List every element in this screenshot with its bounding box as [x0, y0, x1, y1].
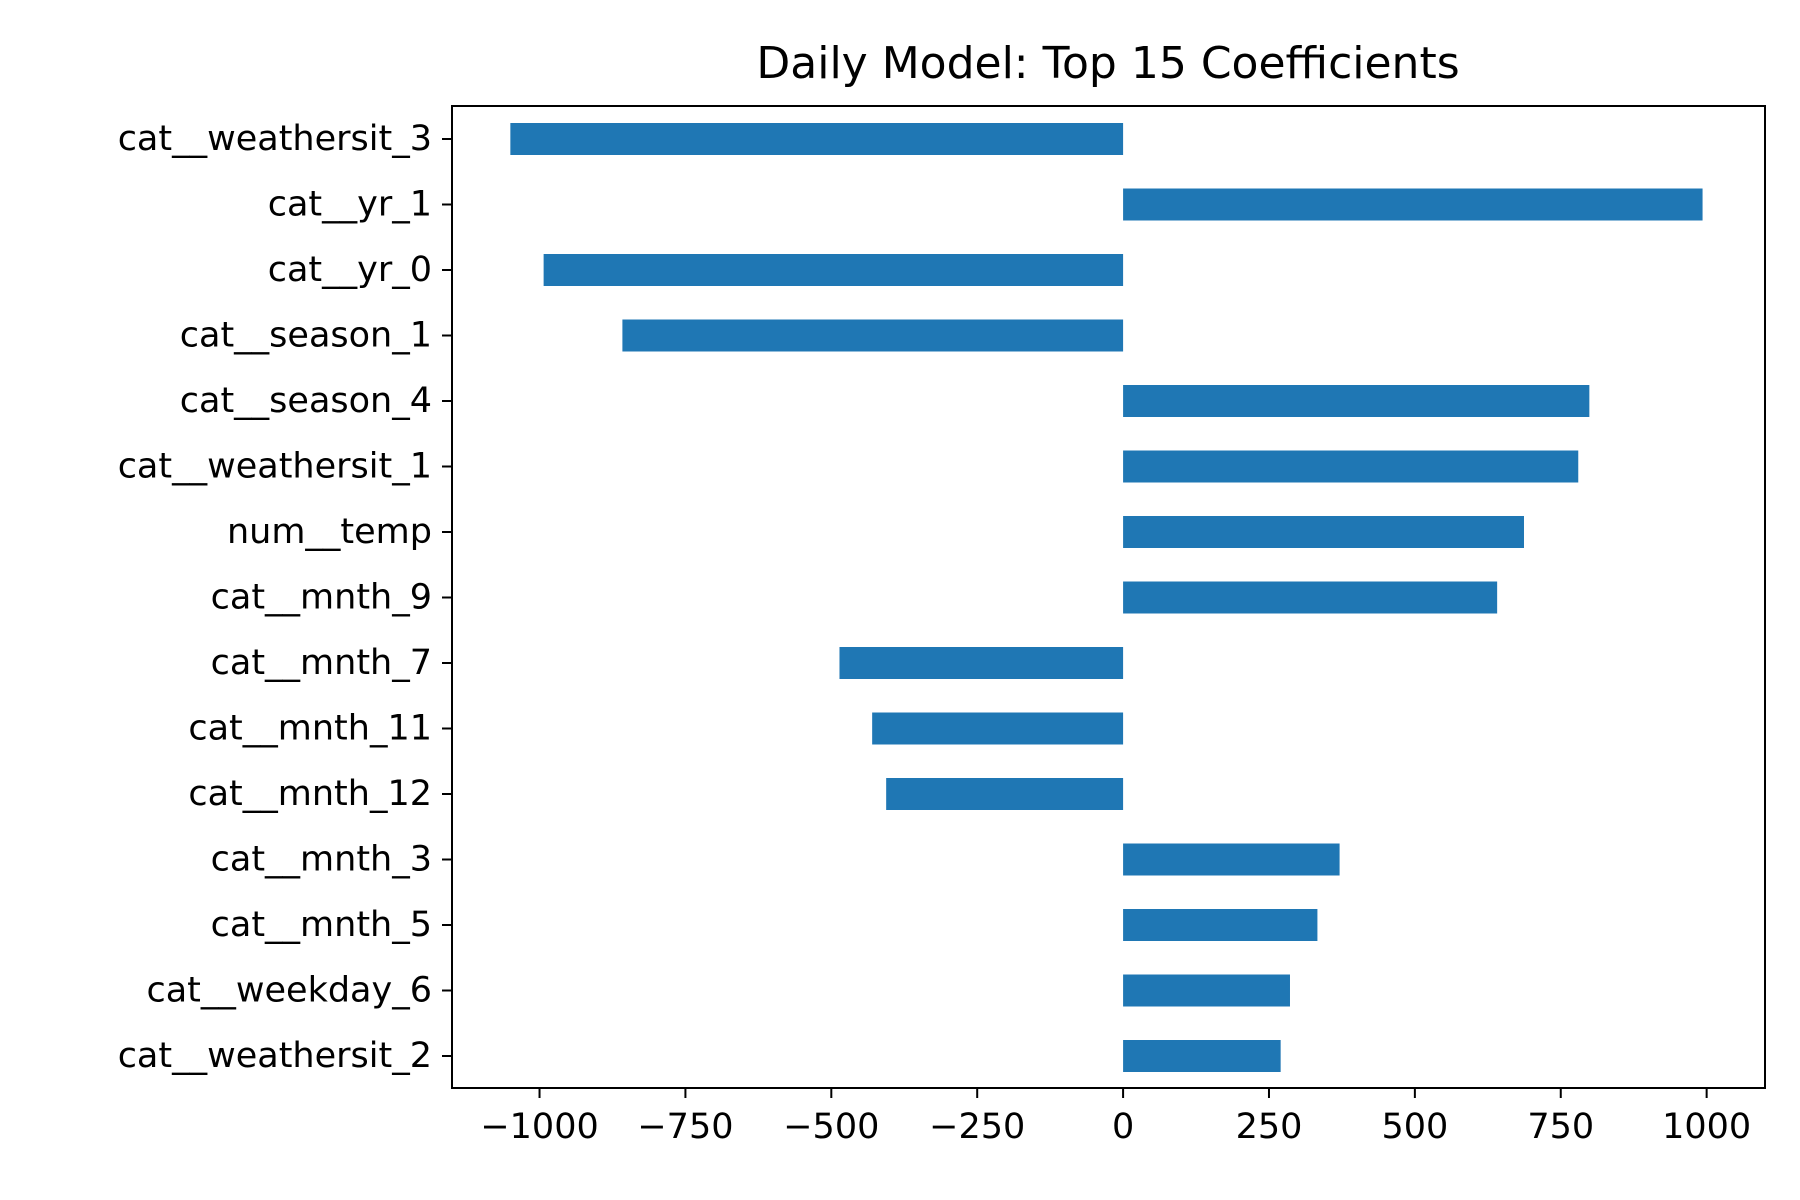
bar-cat__mnth_7	[839, 647, 1124, 679]
y-tick-label: cat__mnth_3	[211, 840, 432, 880]
y-tick-label: cat__mnth_11	[188, 709, 432, 749]
bar-cat__mnth_11	[872, 712, 1124, 745]
y-tick-label: cat__weathersit_2	[118, 1036, 432, 1076]
chart-title: Daily Model: Top 15 Coefficients	[756, 38, 1459, 89]
x-tick-label: −250	[929, 1107, 1025, 1147]
bar-num__temp	[1123, 516, 1524, 548]
bar-cat__season_1	[622, 319, 1124, 352]
bar-cat__weathersit_3	[510, 123, 1124, 155]
x-tick-label: −500	[783, 1107, 879, 1147]
y-tick-label: cat__mnth_7	[211, 643, 432, 683]
bars	[510, 123, 1703, 1072]
bar-cat__mnth_3	[1123, 843, 1340, 876]
x-tick-label: 250	[1236, 1107, 1303, 1147]
x-tick-label: 0	[1112, 1107, 1134, 1147]
x-tick-label: 500	[1381, 1107, 1448, 1147]
y-tick-label: cat__weathersit_1	[118, 447, 432, 487]
bar-cat__mnth_5	[1123, 909, 1318, 941]
x-ticks: −1000 −750 −500 −250 0 250 500 750 1000	[480, 1088, 1751, 1147]
y-tick-label: num__temp	[227, 512, 432, 552]
y-tick-label: cat__yr_1	[268, 185, 432, 225]
x-tick-label: −1000	[480, 1107, 598, 1147]
y-tick-label: cat__mnth_5	[211, 905, 432, 945]
x-tick-label: −750	[637, 1107, 733, 1147]
bar-cat__yr_1	[1123, 188, 1703, 221]
y-tick-label: cat__season_4	[180, 381, 432, 421]
y-tick-label: cat__weathersit_3	[118, 119, 432, 159]
bar-cat__yr_0	[543, 254, 1124, 286]
bar-cat__weekday_6	[1123, 974, 1290, 1007]
x-tick-label: 1000	[1662, 1107, 1751, 1147]
y-tick-label: cat__mnth_9	[211, 578, 432, 618]
bar-cat__mnth_9	[1123, 581, 1498, 614]
bar-cat__season_4	[1123, 385, 1590, 417]
x-tick-label: 750	[1527, 1107, 1594, 1147]
bar-cat__weathersit_1	[1123, 450, 1579, 483]
y-tick-label: cat__yr_0	[268, 250, 432, 290]
bar-cat__mnth_12	[886, 778, 1124, 810]
y-tick-label: cat__mnth_12	[188, 774, 432, 814]
y-tick-label: cat__season_1	[180, 316, 432, 356]
bar-cat__weathersit_2	[1123, 1040, 1281, 1072]
plot-frame	[451, 105, 1766, 1089]
y-tick-label: cat__weekday_6	[146, 971, 432, 1011]
y-tick-labels: cat__weathersit_3 cat__yr_1 cat__yr_0 cat__…	[118, 119, 452, 1076]
